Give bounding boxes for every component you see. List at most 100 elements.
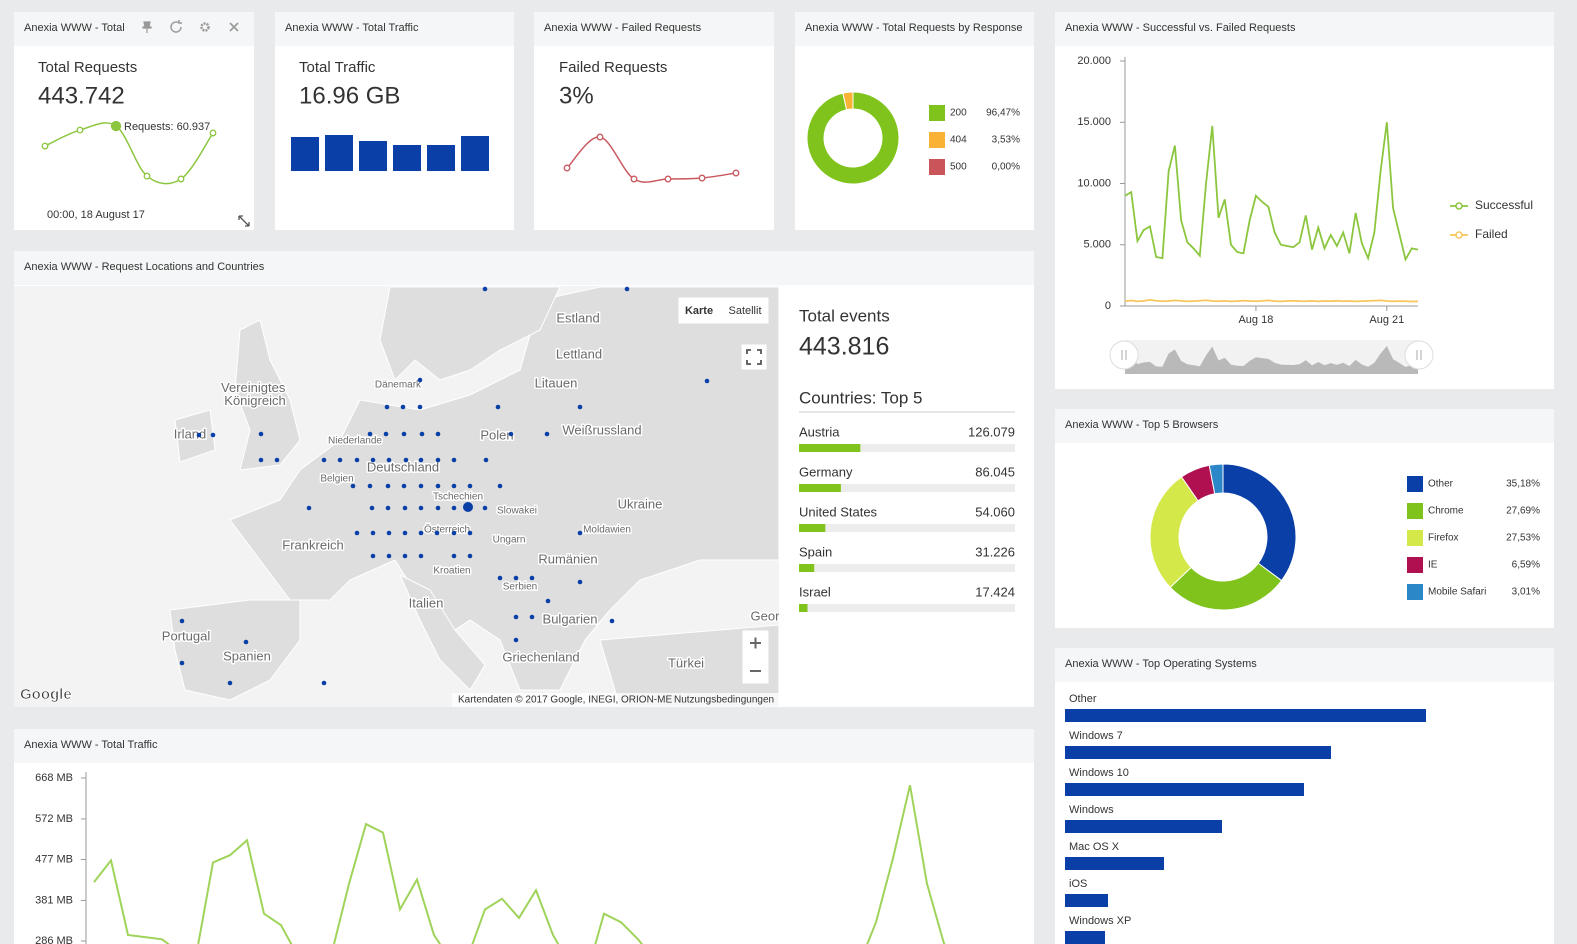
sparkline-point — [596, 133, 604, 141]
bar — [1065, 931, 1105, 944]
close-icon[interactable] — [229, 22, 239, 32]
location-dot — [321, 457, 327, 463]
location-dot — [306, 505, 312, 511]
legend-swatch — [1407, 584, 1423, 600]
location-dot — [370, 457, 376, 463]
tile — [1055, 409, 1554, 628]
sparkline-point — [732, 169, 740, 177]
tile-title: Anexia WWW - Total Requests by Response — [805, 22, 1022, 34]
y-tick-label: 5.000 — [1083, 239, 1111, 251]
location-dot — [419, 431, 425, 437]
legend-label: 500 — [950, 162, 967, 173]
location-dot — [418, 505, 424, 511]
legend-swatch — [1407, 530, 1423, 546]
category-label: Windows XP — [1069, 915, 1131, 927]
location-dot — [321, 680, 327, 686]
navigator-handle[interactable] — [1404, 340, 1434, 370]
sparkline-point — [110, 120, 122, 132]
map-type-button[interactable]: Karte — [685, 305, 713, 317]
resize-icon[interactable] — [238, 215, 250, 227]
bar — [427, 145, 455, 171]
tile-header — [534, 12, 774, 46]
location-dot — [495, 404, 501, 410]
country-value: 126.079 — [968, 424, 1015, 439]
refresh-icon[interactable] — [170, 20, 182, 33]
category-label: Windows 7 — [1069, 730, 1123, 742]
map-label: Deutschland — [367, 459, 439, 474]
navigator-handle[interactable] — [1109, 340, 1139, 370]
bar — [461, 136, 489, 171]
category-label: Mac OS X — [1069, 841, 1120, 853]
map-label: Slowakei — [497, 506, 537, 517]
country-name: Germany — [799, 464, 853, 479]
location-dot — [401, 431, 407, 437]
location-dot — [497, 483, 503, 489]
legend-swatch — [1407, 503, 1423, 519]
location-dot — [401, 483, 407, 489]
bar — [291, 137, 319, 171]
category-label: Windows — [1069, 804, 1114, 816]
legend-label: Firefox — [1428, 533, 1459, 544]
bar-track — [799, 524, 1015, 532]
kpi-value: 3% — [559, 82, 594, 109]
legend-value: 3,01% — [1512, 587, 1540, 598]
location-dot — [435, 483, 441, 489]
location-dot — [545, 598, 551, 604]
map-label: Belgien — [320, 474, 353, 485]
map-label: Portugal — [162, 628, 211, 643]
location-dot — [400, 404, 406, 410]
map-label: Moldawien — [583, 525, 631, 536]
location-dot — [704, 378, 710, 384]
tile-title: Anexia WWW - Failed Requests — [544, 22, 702, 34]
location-dot — [274, 457, 280, 463]
map-land — [169, 599, 301, 701]
sparkline-point — [664, 175, 672, 183]
location-dot — [451, 553, 457, 559]
legend-marker — [1455, 231, 1463, 239]
location-dot — [467, 530, 473, 536]
fullscreen-icon — [746, 349, 762, 365]
map-label: Serbien — [503, 582, 537, 593]
map-land — [174, 409, 216, 463]
y-tick-label: 286 MB — [35, 935, 73, 944]
map-label: Weißrussland — [562, 422, 641, 437]
sparkline-point — [630, 175, 638, 183]
map-label: Rumänien — [538, 551, 597, 566]
location-dot — [402, 530, 408, 536]
tile-title: Anexia WWW - Request Locations and Count… — [24, 261, 265, 273]
zoom-in[interactable] — [750, 637, 761, 649]
map-label: Litauen — [535, 375, 578, 390]
location-dot — [384, 404, 390, 410]
location-dot — [577, 530, 583, 536]
location-dot — [227, 680, 233, 686]
legend-swatch — [929, 132, 945, 148]
settings-icon[interactable] — [200, 22, 210, 32]
pin-icon[interactable] — [142, 21, 152, 33]
donut-segment — [806, 91, 900, 185]
series-line — [1124, 122, 1419, 262]
map-type-button[interactable]: Satellit — [728, 305, 761, 317]
country-value: 86.045 — [975, 464, 1015, 479]
donut-segment — [1222, 463, 1297, 582]
legend-swatch — [929, 105, 945, 121]
map-label: Irland — [174, 426, 207, 441]
location-dot — [179, 660, 185, 666]
bar — [1065, 783, 1304, 796]
kpi-value: 443.742 — [38, 82, 125, 109]
map-terms[interactable]: Nutzungsbedingungen — [674, 695, 774, 706]
location-dot — [350, 483, 356, 489]
fullscreen-button[interactable] — [740, 343, 768, 371]
location-dot — [418, 483, 424, 489]
location-dot — [451, 457, 457, 463]
location-dot — [529, 575, 535, 581]
location-dot — [179, 618, 185, 624]
tile — [534, 12, 774, 230]
location-dot — [434, 530, 440, 536]
tile — [275, 12, 514, 230]
map-label: Griechenland — [502, 649, 579, 664]
location-dot — [482, 505, 488, 511]
legend-value: 27,53% — [1506, 533, 1540, 544]
bar — [1065, 820, 1222, 833]
attribution-bar — [452, 693, 779, 707]
